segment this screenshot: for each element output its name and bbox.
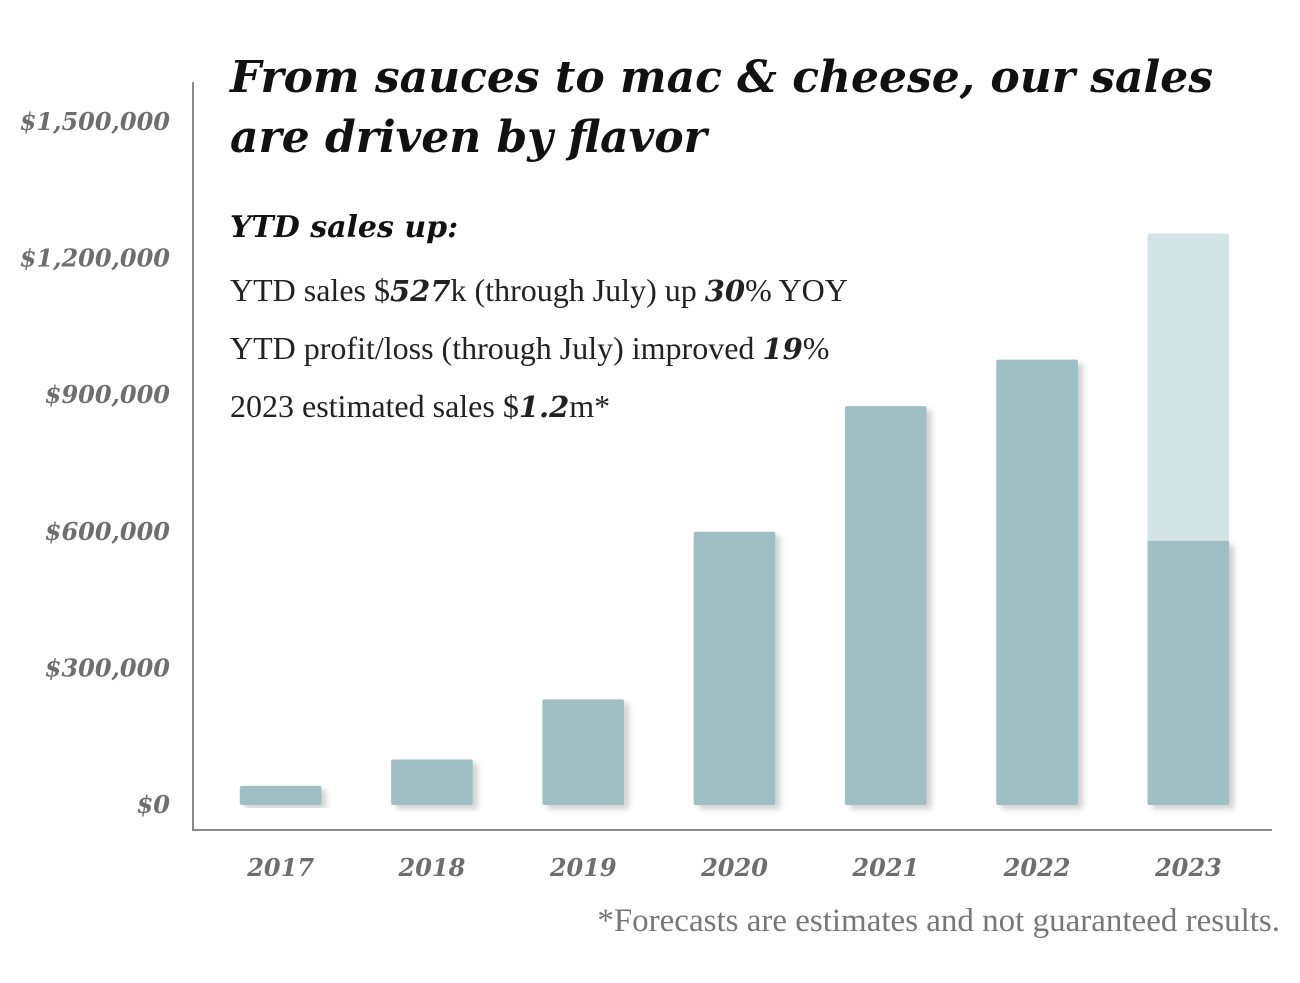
ytd-sales-text-2: k (through July) up	[450, 272, 705, 308]
ytd-profit-line: YTD profit/loss (through July) improved …	[230, 330, 829, 367]
x-tick-label: 2023	[1154, 853, 1222, 882]
y-tick-labels: $0 $300,000 $600,000 $900,000 $1,200,000 $1,5…	[20, 107, 171, 819]
bar-2022	[996, 359, 1078, 805]
y-tick-label: $1,200,000	[20, 244, 171, 273]
y-tick-label: $300,000	[45, 653, 171, 682]
estimated-sales-text-1: 2023 estimated sales $	[230, 388, 519, 424]
bar-2019	[542, 699, 625, 805]
ytd-sales-text-1: YTD sales $	[230, 272, 390, 308]
x-tick-label: 2021	[851, 853, 919, 882]
ytd-sales-text-3: % YOY	[745, 272, 848, 308]
ytd-sales-line: YTD sales $527k (through July) up 30% YO…	[230, 272, 848, 309]
bars-group	[239, 233, 1230, 806]
y-tick-label: $1,500,000	[20, 107, 171, 136]
y-tick-label: $600,000	[45, 517, 171, 546]
ytd-subhead: YTD sales up:	[230, 210, 459, 245]
x-tick-label: 2018	[398, 853, 466, 882]
x-tick-label: 2020	[700, 853, 768, 882]
y-tick-label: $0	[137, 790, 171, 819]
ytd-profit-text-2: %	[802, 330, 830, 366]
ytd-sales-value: 527	[389, 274, 451, 308]
x-tick-label: 2017	[246, 853, 314, 882]
ytd-growth-value: 30	[704, 274, 746, 308]
bar-2020	[693, 531, 776, 805]
chart-title: From sauces to mac & cheese, our sales a…	[230, 52, 1213, 163]
bar-2023	[1147, 540, 1230, 805]
ytd-profit-text-1: YTD profit/loss (through July) improved	[230, 330, 763, 366]
estimated-sales-line: 2023 estimated sales $1.2m*	[230, 388, 610, 425]
x-tick-labels: 2017 2018 2019 2020 2021 2022 2023	[246, 853, 1222, 882]
y-tick-label: $900,000	[45, 380, 171, 409]
bar-2017	[239, 785, 322, 805]
forecast-footnote: *Forecasts are estimates and not guarant…	[597, 903, 1280, 939]
estimated-sales-text-2: m*	[569, 388, 611, 424]
bar-2018	[391, 759, 473, 805]
x-tick-label: 2022	[1003, 853, 1071, 882]
x-tick-label: 2019	[549, 853, 617, 882]
bar-2021	[844, 406, 927, 805]
estimated-sales-value: 1.2	[518, 390, 570, 424]
ytd-profit-value: 19	[762, 332, 803, 366]
